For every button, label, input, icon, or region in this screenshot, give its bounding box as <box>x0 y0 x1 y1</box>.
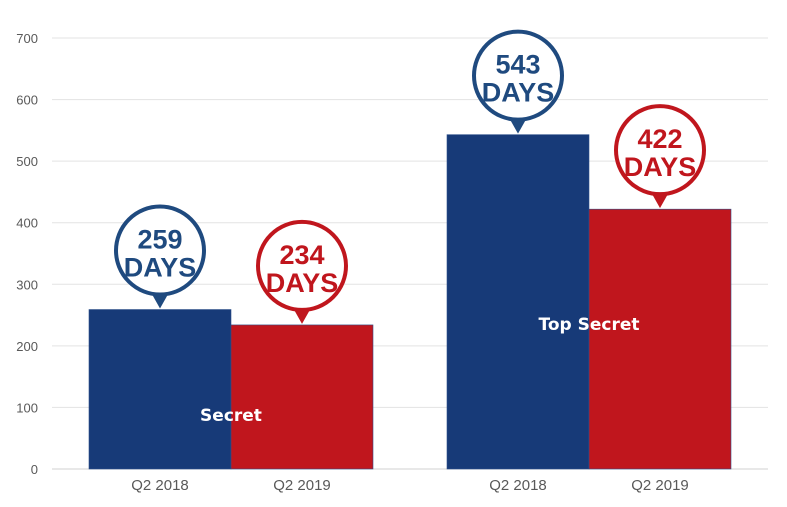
callout-pointer <box>651 192 669 209</box>
bar <box>446 134 590 470</box>
y-tick-label: 200 <box>16 339 38 354</box>
callout-circle <box>472 29 564 122</box>
y-tick-label: 500 <box>16 154 38 169</box>
callout-pointer <box>151 292 169 309</box>
bar <box>588 208 732 470</box>
y-tick-label: 300 <box>16 277 38 292</box>
callout-circle <box>256 219 348 312</box>
y-tick-label: 600 <box>16 93 38 108</box>
callout-unit: DAYS <box>624 152 697 182</box>
callout-pointer <box>293 307 311 324</box>
group-label: Top Secret <box>539 315 640 335</box>
x-category-label: Q2 2018 <box>489 477 547 494</box>
bar <box>230 324 374 470</box>
y-tick-label: 700 <box>16 31 38 46</box>
y-tick-label: 0 <box>31 462 38 477</box>
callout-value: 543 <box>495 50 540 80</box>
bar <box>88 309 232 470</box>
y-tick-label: 400 <box>16 216 38 231</box>
callout-value: 422 <box>637 124 682 154</box>
x-category-label: Q2 2018 <box>131 477 189 494</box>
callout-unit: DAYS <box>482 78 555 108</box>
callout-value: 259 <box>137 225 182 255</box>
callout-circle <box>614 104 706 197</box>
callout-value: 234 <box>279 240 324 270</box>
x-category-label: Q2 2019 <box>273 477 331 494</box>
x-category-label: Q2 2019 <box>631 477 689 494</box>
callout-pointer <box>509 117 527 134</box>
y-tick-label: 100 <box>16 400 38 415</box>
callout-unit: DAYS <box>124 253 197 283</box>
callout-circle <box>114 204 206 297</box>
group-label: Secret <box>200 406 262 426</box>
callout-unit: DAYS <box>266 268 339 298</box>
